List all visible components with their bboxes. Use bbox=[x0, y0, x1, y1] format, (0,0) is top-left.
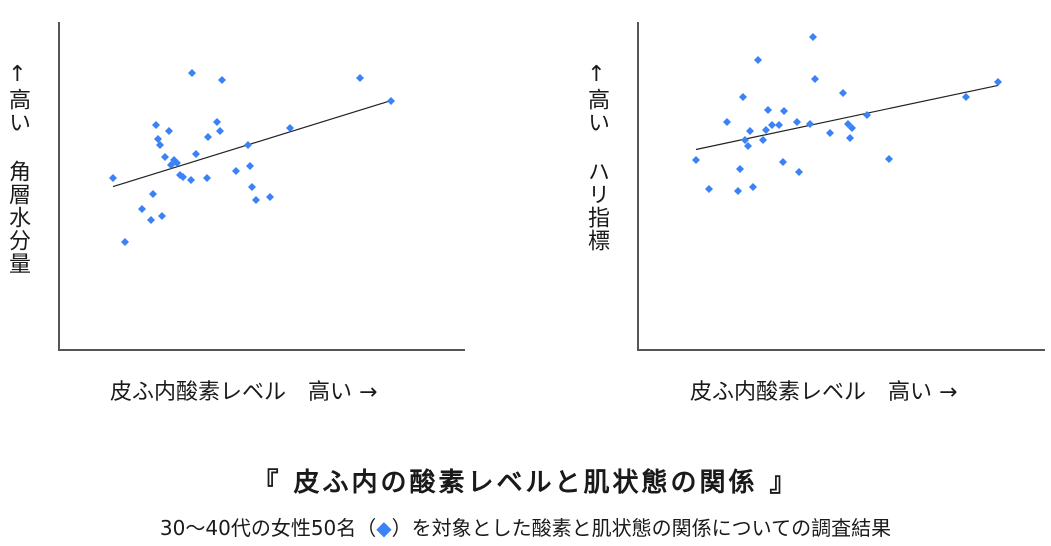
data-point bbox=[152, 121, 160, 129]
data-point bbox=[806, 120, 814, 128]
data-point bbox=[266, 193, 274, 201]
data-point bbox=[994, 78, 1002, 86]
data-point bbox=[252, 196, 260, 204]
data-point bbox=[734, 187, 742, 195]
figure-caption-note: 30～40代の女性50名（◆）を対象とした酸素と肌状態の関係についての調査結果 bbox=[0, 512, 1051, 541]
data-point bbox=[741, 136, 749, 144]
data-point bbox=[759, 136, 767, 144]
data-point bbox=[754, 56, 762, 64]
data-point bbox=[723, 118, 731, 126]
data-point bbox=[809, 33, 817, 41]
data-point bbox=[286, 124, 294, 132]
caption-note-suffix: ）を対象とした酸素と肌状態の関係についての調査結果 bbox=[391, 516, 892, 540]
data-point bbox=[387, 97, 395, 105]
data-point bbox=[746, 127, 754, 135]
data-point bbox=[149, 190, 157, 198]
data-point bbox=[147, 216, 155, 224]
data-point bbox=[138, 205, 146, 213]
x-axis-label-firmness: 皮ふ内酸素レベル 高い → bbox=[690, 380, 958, 405]
diamond-marker-icon: ◆ bbox=[376, 516, 392, 540]
data-point bbox=[179, 173, 187, 181]
data-point bbox=[203, 174, 211, 182]
data-point bbox=[775, 121, 783, 129]
data-point bbox=[762, 126, 770, 134]
data-point bbox=[165, 127, 173, 135]
data-point bbox=[739, 93, 747, 101]
x-axis-label-moisture: 皮ふ内酸素レベル 高い → bbox=[110, 380, 378, 405]
data-point bbox=[187, 176, 195, 184]
data-point bbox=[780, 107, 788, 115]
data-point bbox=[768, 121, 776, 129]
data-point bbox=[863, 111, 871, 119]
data-point bbox=[811, 75, 819, 83]
data-point bbox=[736, 165, 744, 173]
data-point bbox=[246, 162, 254, 170]
data-point bbox=[204, 133, 212, 141]
data-point bbox=[192, 150, 200, 158]
data-point bbox=[764, 106, 772, 114]
data-point bbox=[705, 185, 713, 193]
data-point bbox=[795, 168, 803, 176]
data-point bbox=[826, 129, 834, 137]
y-axis-label-firmness: ↑高い ハリ指標 bbox=[584, 62, 609, 252]
data-point bbox=[846, 134, 854, 142]
data-point bbox=[779, 158, 787, 166]
data-point bbox=[248, 183, 256, 191]
data-point bbox=[885, 155, 893, 163]
data-point bbox=[218, 76, 226, 84]
scatter-panel-moisture bbox=[58, 22, 465, 351]
data-point bbox=[188, 69, 196, 77]
data-point bbox=[356, 74, 364, 82]
data-point bbox=[749, 183, 757, 191]
scatter-panel-firmness bbox=[637, 22, 1045, 351]
data-point bbox=[744, 142, 752, 150]
y-axis-label-moisture: ↑高い 角層水分量 bbox=[5, 62, 30, 275]
data-point bbox=[173, 159, 181, 167]
data-point bbox=[839, 89, 847, 97]
data-point bbox=[232, 167, 240, 175]
data-point bbox=[158, 212, 166, 220]
data-point bbox=[962, 93, 970, 101]
data-point bbox=[216, 127, 224, 135]
trendline bbox=[112, 100, 392, 188]
data-point bbox=[161, 153, 169, 161]
data-point bbox=[109, 174, 117, 182]
data-point bbox=[121, 238, 129, 246]
caption-note-prefix: 30～40代の女性50名（ bbox=[159, 516, 377, 540]
data-point bbox=[692, 156, 700, 164]
data-point bbox=[156, 141, 164, 149]
data-point bbox=[244, 141, 252, 149]
data-point bbox=[793, 118, 801, 126]
data-point bbox=[848, 124, 856, 132]
data-point bbox=[213, 118, 221, 126]
figure-caption-title: 『 皮ふ内の酸素レベルと肌状態の関係 』 bbox=[252, 468, 799, 498]
